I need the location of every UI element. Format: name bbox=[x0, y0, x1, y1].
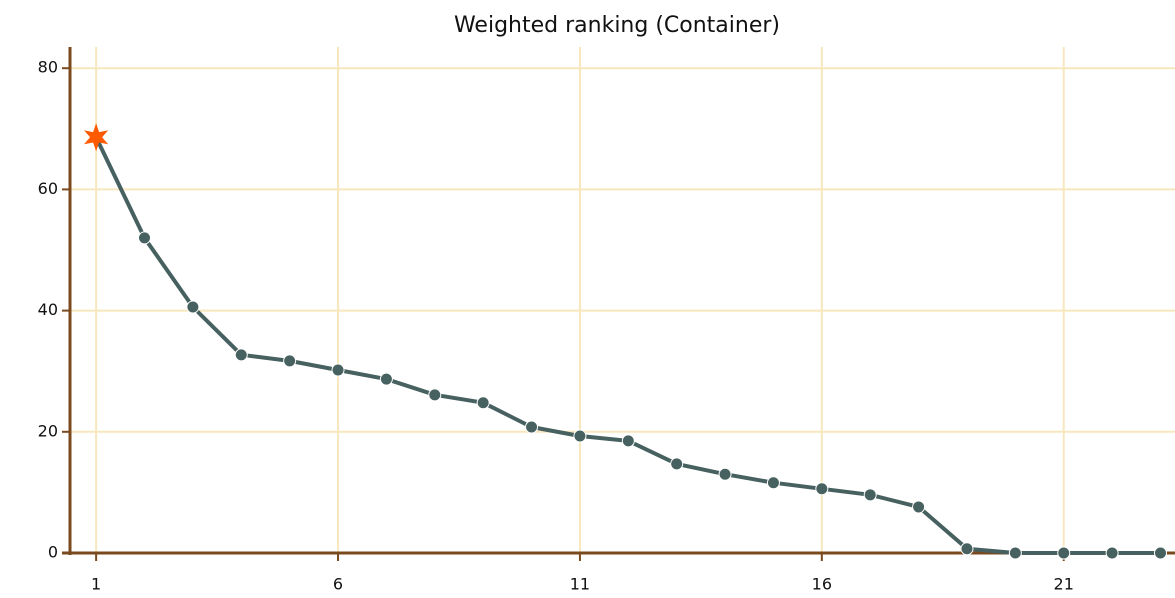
point bbox=[283, 354, 297, 368]
point bbox=[718, 467, 732, 481]
line bbox=[94, 136, 1161, 555]
highlight-star bbox=[84, 123, 109, 152]
point bbox=[234, 348, 248, 362]
point bbox=[476, 396, 490, 410]
point bbox=[331, 363, 345, 377]
y-tick-label: 20 bbox=[38, 421, 58, 440]
point bbox=[1057, 546, 1071, 560]
y-tick-label: 0 bbox=[48, 543, 58, 562]
point bbox=[1153, 546, 1167, 560]
x-tick-label: 16 bbox=[812, 575, 832, 594]
point bbox=[621, 434, 635, 448]
chart-title: Weighted ranking (Container) bbox=[454, 13, 780, 38]
point bbox=[670, 457, 684, 471]
x-tick-label: 21 bbox=[1054, 575, 1074, 594]
point bbox=[863, 488, 877, 502]
point bbox=[525, 420, 539, 434]
point bbox=[766, 476, 780, 490]
point bbox=[138, 231, 152, 245]
point bbox=[379, 372, 393, 386]
point bbox=[186, 300, 200, 314]
y-tick-label: 40 bbox=[38, 300, 58, 319]
point bbox=[573, 429, 587, 443]
point bbox=[1008, 546, 1022, 560]
y-tick-label: 60 bbox=[38, 179, 58, 198]
x-tick-label: 1 bbox=[91, 575, 101, 594]
point bbox=[912, 500, 926, 514]
x-tick-label: 6 bbox=[333, 575, 343, 594]
point bbox=[960, 542, 974, 556]
x-tick-label: 11 bbox=[570, 575, 590, 594]
y-tick-label: 80 bbox=[38, 58, 58, 77]
point bbox=[428, 388, 442, 402]
point bbox=[815, 482, 829, 496]
point bbox=[1105, 546, 1119, 560]
